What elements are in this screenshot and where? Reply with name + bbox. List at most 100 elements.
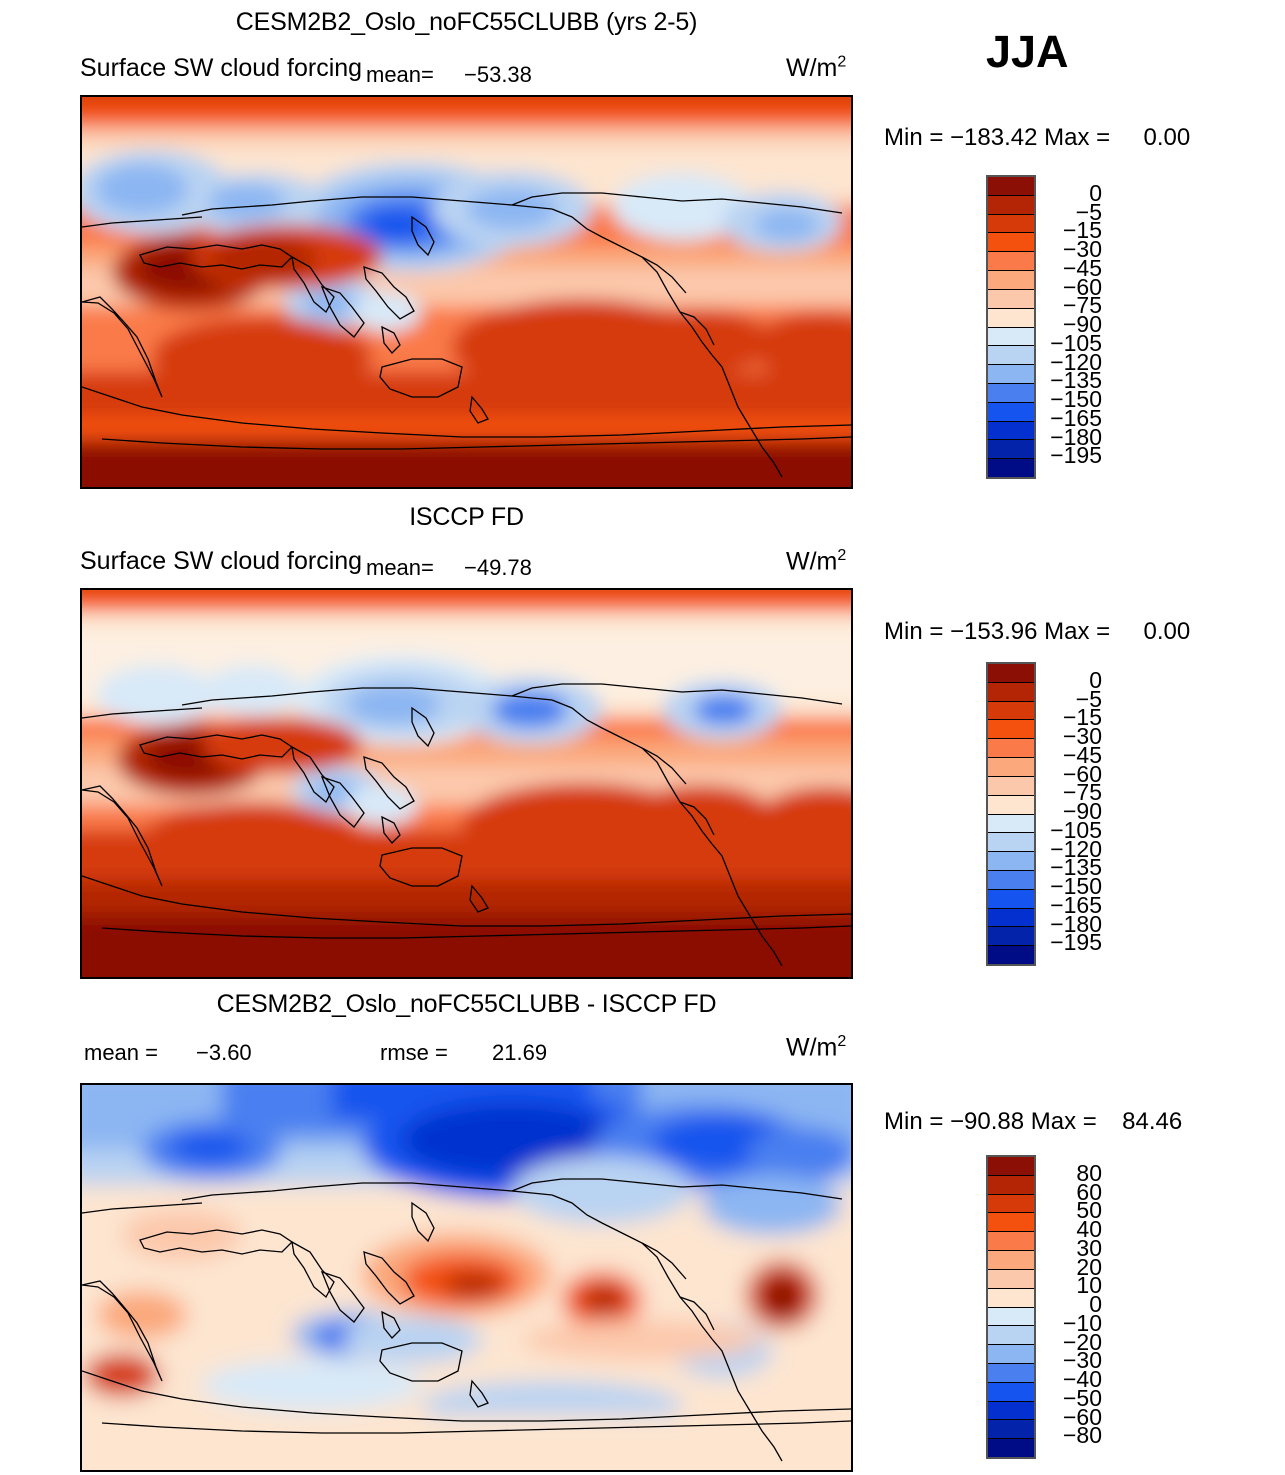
colorbar-tick-label: −180 — [1050, 910, 1102, 937]
colorbar-band — [988, 776, 1034, 796]
colorbar-band — [988, 758, 1034, 777]
panel-2-min-label: Min = — [884, 618, 944, 645]
coastlines-2 — [82, 683, 851, 967]
colorbar-band — [988, 421, 1034, 441]
panel-3-max-label: Max = — [1030, 1108, 1097, 1135]
colorbar-band — [988, 814, 1034, 834]
colorbar-tick-label: 30 — [1076, 1234, 1102, 1261]
colorbar-tick-label: 20 — [1076, 1253, 1102, 1280]
colorbar-band — [988, 1382, 1034, 1402]
colorbar-band — [988, 1363, 1034, 1383]
colorbar-band — [988, 271, 1034, 290]
units-base-2: W/m — [786, 547, 838, 576]
colorbar-band — [988, 720, 1034, 740]
colorbar-band — [988, 214, 1034, 234]
panel-3-rmse-label: rmse = — [380, 1040, 448, 1065]
colorbar-band — [988, 308, 1034, 328]
panel-2-minmax: Min = −153.96 Max = 0.00 — [884, 618, 1190, 646]
colorbar-tick-label: −80 — [1062, 1422, 1102, 1449]
colorbar-band — [988, 346, 1034, 366]
colorbar-band — [988, 739, 1034, 759]
colorbar-tick-label: −60 — [1062, 760, 1102, 787]
colorbar-tick-label: −150 — [1050, 873, 1102, 899]
panel-1-mean-label: mean= — [366, 62, 434, 87]
colorbar-tick-label: 0 — [1089, 1291, 1102, 1317]
map-panel-3[interactable] — [80, 1083, 853, 1472]
colorbar-tick-label: −40 — [1062, 1366, 1102, 1392]
panel-2-mean-value: −49.78 — [464, 555, 532, 580]
panel-3-mean-label: mean = — [84, 1040, 158, 1065]
colorbar-band — [988, 908, 1034, 928]
colorbar-band — [988, 1269, 1034, 1289]
colorbar-band — [988, 1326, 1034, 1346]
colorbar-tick-label: −135 — [1050, 367, 1102, 394]
units-exponent: 2 — [837, 54, 847, 71]
colorbar-tick-label: −30 — [1062, 723, 1102, 749]
panel-3-minmax: Min = −90.88 Max = 84.46 — [884, 1108, 1182, 1136]
colorbar-tick-label: −60 — [1062, 1403, 1102, 1430]
panel-3-rmse-value: 21.69 — [492, 1040, 548, 1065]
colorbar-tick-label: −135 — [1050, 854, 1102, 881]
colorbar-tick-label: 40 — [1076, 1216, 1102, 1242]
panel-1-min-label: Min = — [884, 124, 944, 151]
panel-2-units: W/m2 — [786, 547, 846, 576]
colorbar-band — [988, 701, 1034, 721]
map-3-svg — [82, 1085, 851, 1470]
colorbar-band — [988, 459, 1034, 477]
colorbar-tick-label: −90 — [1062, 311, 1102, 337]
colorbar-band — [988, 1401, 1034, 1421]
colorbar-band — [988, 402, 1034, 422]
colorbar-band — [988, 795, 1034, 815]
panel-1-title: CESM2B2_Oslo_noFC55CLUBB (yrs 2-5) — [235, 8, 698, 36]
colorbar-band — [988, 1439, 1034, 1457]
colorbar-band — [988, 1157, 1034, 1176]
colorbar-tick-label: 60 — [1076, 1178, 1102, 1205]
colorbar-band — [988, 1420, 1034, 1440]
colorbar-band — [988, 1345, 1034, 1364]
panel-2-title: ISCCP FD — [409, 503, 524, 531]
colorbar-1-labels: 0 −5 −15 −30 −45 −60 −75 −90 −105 −120 −135 −150 −16… — [1040, 175, 1130, 475]
colorbar-tick-label: −195 — [1050, 929, 1102, 956]
panel-2-field-name: Surface SW cloud forcing — [80, 547, 363, 575]
colorbar-tick-label: −45 — [1062, 741, 1102, 768]
colorbar-tick-label: −30 — [1062, 1347, 1102, 1374]
map-2-svg — [82, 590, 851, 977]
colorbar-tick-label: −30 — [1062, 236, 1102, 262]
units-base: W/m — [786, 54, 838, 83]
colorbar-tick-label: −120 — [1050, 835, 1102, 862]
colorbar-tick-label: −165 — [1050, 891, 1102, 918]
colorbar-band — [988, 440, 1034, 460]
panel-1-field-name: Surface SW cloud forcing — [80, 54, 363, 82]
colorbar-1[interactable] — [986, 175, 1036, 479]
panel-1-min-value: −183.42 — [950, 124, 1038, 151]
panel-2-max-label: Max = — [1044, 618, 1111, 645]
colorbar-band — [988, 1175, 1034, 1195]
panel-2-mean-label: mean= — [366, 555, 434, 580]
colorbar-tick-label: 0 — [1089, 179, 1102, 206]
colorbar-tick-label: −165 — [1050, 404, 1102, 431]
colorbar-band — [988, 1288, 1034, 1308]
panel-2-min-value: −153.96 — [950, 618, 1038, 645]
panel-2-max-value: 0.00 — [1143, 618, 1191, 645]
colorbar-band — [988, 1251, 1034, 1270]
season-label: JJA — [986, 26, 1069, 77]
colorbar-tick-label: 0 — [1089, 666, 1102, 693]
panel-1-mean-value: −53.38 — [464, 62, 532, 87]
colorbar-band — [988, 664, 1034, 683]
panel-3-min-value: −90.88 — [950, 1108, 1025, 1135]
colorbar-band — [988, 1194, 1034, 1214]
colorbar-tick-label: 10 — [1076, 1272, 1102, 1299]
colorbar-3[interactable] — [986, 1155, 1036, 1459]
colorbar-tick-label: −60 — [1062, 273, 1102, 300]
coastlines-3 — [82, 1178, 851, 1462]
colorbar-band — [988, 289, 1034, 309]
map-panel-1[interactable] — [80, 95, 853, 489]
colorbar-tick-label: 80 — [1076, 1159, 1102, 1186]
colorbar-band — [988, 682, 1034, 702]
map-panel-2[interactable] — [80, 588, 853, 979]
colorbar-tick-label: −90 — [1062, 798, 1102, 824]
map-3-canvas — [82, 1085, 851, 1470]
colorbar-tick-label: −120 — [1050, 348, 1102, 375]
colorbar-2[interactable] — [986, 662, 1036, 966]
panel-3-mean-value: −3.60 — [196, 1040, 252, 1065]
